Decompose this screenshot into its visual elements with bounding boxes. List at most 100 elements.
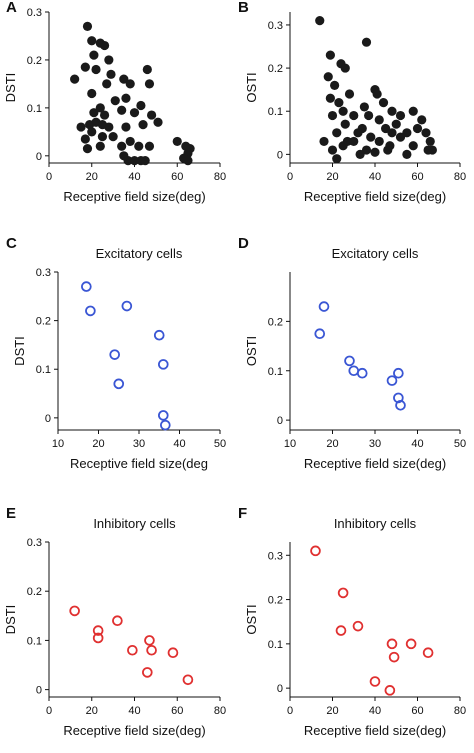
- y-axis-label: DSTI: [3, 73, 18, 103]
- x-tick-label: 20: [86, 171, 98, 183]
- data-point: [142, 667, 153, 678]
- y-tick-label: 0.1: [27, 635, 42, 647]
- x-tick-label: 40: [128, 171, 140, 183]
- data-point: [310, 545, 321, 557]
- data-point: [146, 644, 157, 656]
- y-tick-label: 0.2: [27, 55, 42, 67]
- data-point: [113, 378, 125, 390]
- panel-c: C Excitatory cells 10 20 30 40 50 0 0.1 0.2 0.3 Rec…: [6, 235, 226, 471]
- data-point: [89, 50, 99, 60]
- x-tick-label: 40: [369, 171, 381, 183]
- data-point: [158, 410, 169, 421]
- panel-b: B 0 20 40 60 80 0 0.1 0.2 0.3 Receptive field size…: [238, 0, 466, 204]
- data-point: [104, 122, 114, 132]
- data-point: [427, 145, 437, 155]
- x-tick-label: 40: [128, 705, 140, 717]
- y-tick-label: 0: [277, 415, 283, 427]
- data-point: [147, 110, 157, 120]
- data-point: [117, 141, 127, 151]
- data-point: [172, 136, 182, 147]
- data-point: [92, 625, 104, 636]
- x-tick-label: 80: [214, 705, 226, 717]
- panel-letter: D: [238, 235, 249, 252]
- data-point: [106, 69, 116, 79]
- y-tick-label: 0.3: [36, 267, 51, 279]
- data-point: [372, 89, 382, 99]
- data-point: [125, 79, 135, 89]
- data-point: [361, 37, 372, 47]
- data-point: [340, 119, 350, 129]
- data-point: [374, 115, 384, 125]
- y-tick-label: 0.2: [36, 316, 51, 328]
- data-point: [425, 136, 435, 147]
- data-point: [87, 88, 97, 99]
- data-point: [140, 156, 150, 166]
- data-point: [386, 375, 398, 386]
- x-tick-label: 0: [46, 171, 52, 183]
- data-point: [412, 123, 423, 134]
- y-tick-label: 0.2: [268, 316, 283, 328]
- data-point: [315, 16, 325, 26]
- data-point: [80, 62, 90, 72]
- y-tick-label: 0.2: [268, 63, 283, 75]
- data-point: [144, 635, 155, 646]
- data-point: [366, 132, 376, 142]
- data-point: [378, 98, 389, 108]
- panel-title: Inhibitory cells: [93, 516, 176, 531]
- y-tick-label: 0: [36, 685, 42, 697]
- data-point: [99, 110, 110, 120]
- x-axis-label: Receptive field size(deg): [304, 189, 446, 204]
- data-point: [99, 40, 110, 51]
- y-tick-label: 0.1: [268, 639, 283, 651]
- data-point: [319, 136, 329, 147]
- data-point: [340, 63, 350, 73]
- x-tick-label: 50: [454, 438, 466, 450]
- data-point: [344, 89, 355, 99]
- x-tick-label: 10: [52, 438, 64, 450]
- data-point: [138, 120, 148, 130]
- data-point: [405, 638, 417, 650]
- data-point: [393, 392, 404, 404]
- data-point: [323, 72, 333, 82]
- data-point: [356, 367, 368, 379]
- y-axis-label: OSTI: [244, 336, 259, 366]
- x-tick-label: 20: [326, 438, 338, 450]
- x-tick-label: 10: [284, 438, 296, 450]
- x-tick-label: 0: [287, 171, 293, 183]
- data-point: [325, 93, 335, 103]
- data-point: [370, 147, 380, 157]
- data-point: [136, 100, 146, 111]
- y-tick-label: 0: [45, 413, 51, 425]
- data-point: [70, 74, 80, 84]
- x-tick-label: 0: [287, 705, 293, 717]
- x-axis-label: Receptive field size(deg): [304, 723, 446, 738]
- data-point: [85, 305, 96, 317]
- data-point: [76, 122, 86, 132]
- data-point: [109, 349, 120, 360]
- panel-letter: A: [6, 0, 17, 16]
- y-tick-label: 0.3: [27, 7, 42, 19]
- data-point: [417, 115, 427, 125]
- panel-letter: B: [238, 0, 249, 16]
- data-point: [92, 632, 104, 644]
- x-tick-label: 80: [214, 171, 226, 183]
- data-point: [395, 132, 406, 142]
- data-point: [421, 128, 431, 138]
- data-point: [383, 145, 393, 155]
- data-point: [104, 55, 114, 65]
- x-axis-label: Receptive field size(deg): [304, 456, 446, 471]
- data-point: [387, 106, 397, 116]
- panel-title: Excitatory cells: [332, 246, 419, 261]
- y-axis-label: DSTI: [12, 336, 27, 366]
- y-tick-label: 0.1: [36, 364, 51, 376]
- data-point: [349, 136, 359, 147]
- data-point: [395, 400, 406, 411]
- x-tick-label: 40: [411, 438, 423, 450]
- panel-e: E Inhibitory cells 0 20 40 60 80 0 0.1 0.2 0.3 Rece…: [3, 505, 226, 738]
- data-point: [129, 156, 140, 166]
- panel-title: Inhibitory cells: [334, 516, 417, 531]
- panel-d: D Excitatory cells 10 20 30 40 50 0 0.1 0.2 Recept…: [238, 235, 466, 471]
- y-axis-label: DSTI: [3, 605, 18, 635]
- data-point: [112, 615, 123, 627]
- data-point: [183, 156, 193, 166]
